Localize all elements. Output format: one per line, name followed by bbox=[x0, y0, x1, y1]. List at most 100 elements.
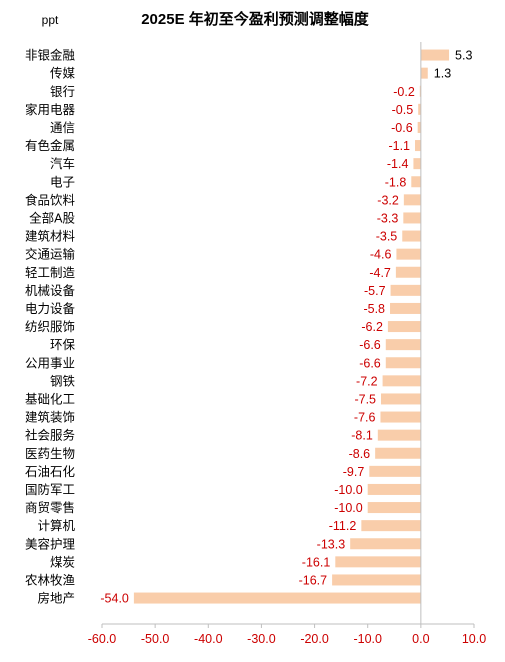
value-label: -6.2 bbox=[361, 320, 383, 334]
value-label: -1.1 bbox=[388, 139, 410, 153]
x-axis: -60.0 -50.0 -40.0 -30.0 -20.0 -10.0 0.0 10.0 bbox=[88, 42, 486, 646]
bar-row: 建筑材料 -3.5 bbox=[25, 229, 421, 244]
category-label: 家用电器 bbox=[25, 102, 76, 117]
category-label: 基础化工 bbox=[25, 392, 75, 406]
value-label: -7.6 bbox=[354, 411, 376, 425]
category-label: 建筑装饰 bbox=[25, 410, 75, 425]
value-label: -7.5 bbox=[354, 392, 376, 406]
category-label: 机械设备 bbox=[25, 283, 76, 298]
category-label: 传媒 bbox=[50, 66, 76, 81]
bar bbox=[369, 465, 421, 477]
category-label: 银行 bbox=[50, 85, 75, 99]
category-label: 交通运输 bbox=[25, 247, 76, 262]
chart-title: 2025E 年初至今盈利预测调整幅度 bbox=[141, 10, 370, 28]
bar bbox=[367, 502, 421, 514]
category-label: 有色金属 bbox=[25, 138, 75, 153]
bar bbox=[396, 248, 421, 260]
value-label: -13.3 bbox=[317, 537, 346, 551]
bar bbox=[350, 538, 421, 550]
bar-row: 银行 -0.2 bbox=[50, 85, 421, 99]
value-label: -4.6 bbox=[370, 248, 392, 262]
bar-row: 家用电器 -0.5 bbox=[25, 102, 421, 117]
bar-row: 机械设备 -5.7 bbox=[25, 283, 421, 298]
value-label: -0.5 bbox=[392, 103, 414, 117]
value-label: 1.3 bbox=[434, 67, 451, 81]
bar bbox=[420, 67, 428, 79]
bar-row: 美容护理 -13.3 bbox=[25, 536, 421, 551]
bar-row: 房地产 -54.0 bbox=[37, 591, 421, 606]
bar bbox=[332, 574, 421, 586]
x-tick-label: 10.0 bbox=[462, 632, 486, 646]
bar bbox=[395, 266, 421, 278]
category-label: 商贸零售 bbox=[25, 500, 75, 515]
bar-row: 公用事业 -6.6 bbox=[25, 356, 421, 370]
x-tick-label: -60.0 bbox=[88, 632, 117, 646]
value-label: -6.6 bbox=[359, 356, 381, 370]
category-label: 煤炭 bbox=[50, 555, 75, 569]
bar-row: 计算机 -11.2 bbox=[37, 518, 421, 533]
category-label: 全部A股 bbox=[29, 210, 75, 225]
unit-label: ppt bbox=[42, 13, 59, 27]
bar-row: 食品饮料 -3.2 bbox=[25, 192, 421, 207]
bar bbox=[377, 429, 421, 441]
value-label: -9.7 bbox=[343, 465, 365, 479]
bar bbox=[403, 212, 421, 224]
bar-row: 有色金属 -1.1 bbox=[25, 138, 421, 153]
x-tick-label: -20.0 bbox=[300, 632, 329, 646]
value-label: -3.3 bbox=[377, 211, 399, 225]
value-label: -11.2 bbox=[329, 519, 357, 533]
bar bbox=[390, 302, 421, 314]
bar bbox=[381, 393, 421, 405]
bar-row: 建筑装饰 -7.6 bbox=[25, 410, 421, 425]
bar bbox=[415, 140, 421, 152]
bar-row: 交通运输 -4.6 bbox=[25, 247, 421, 262]
bar bbox=[375, 447, 421, 459]
bar bbox=[133, 592, 421, 604]
bars-group: 非银金融 5.3 传媒 1.3 银行 -0.2 家用电器 -0.5 通信 -0.6 有色金属 -1.1… bbox=[25, 48, 472, 606]
x-tick-label: 0.0 bbox=[412, 632, 429, 646]
bar-row: 电子 -1.8 bbox=[50, 175, 421, 189]
bar bbox=[367, 483, 421, 495]
category-label: 公用事业 bbox=[25, 356, 75, 370]
bar bbox=[413, 158, 421, 170]
value-label: -1.8 bbox=[385, 175, 407, 189]
bar-row: 汽车 -1.4 bbox=[50, 156, 421, 171]
x-tick-label: -30.0 bbox=[247, 632, 276, 646]
category-label: 纺织服饰 bbox=[25, 320, 75, 334]
bar-row: 轻工制造 -4.7 bbox=[25, 266, 421, 280]
bar bbox=[402, 230, 421, 242]
bar bbox=[418, 103, 421, 115]
value-label: -7.2 bbox=[356, 374, 378, 388]
category-label: 环保 bbox=[50, 338, 76, 352]
value-label: -4.7 bbox=[369, 266, 391, 280]
bar-row: 非银金融 5.3 bbox=[25, 48, 472, 63]
bar-row: 电力设备 -5.8 bbox=[25, 301, 421, 316]
bar-row: 全部A股 -3.3 bbox=[29, 210, 421, 225]
value-label: -5.8 bbox=[363, 302, 385, 316]
value-label: -5.7 bbox=[364, 284, 386, 298]
x-tick-label: -40.0 bbox=[194, 632, 223, 646]
category-label: 食品饮料 bbox=[25, 192, 76, 207]
bar-row: 社会服务 -8.1 bbox=[25, 428, 421, 443]
value-label: -3.2 bbox=[377, 193, 399, 207]
bar-row: 通信 -0.6 bbox=[50, 121, 421, 135]
x-tick-label: -50.0 bbox=[141, 632, 170, 646]
category-label: 建筑材料 bbox=[25, 229, 76, 244]
value-label: -16.7 bbox=[299, 573, 328, 587]
bar bbox=[419, 85, 421, 97]
bar-row: 国防军工 -10.0 bbox=[25, 482, 421, 497]
category-label: 国防军工 bbox=[25, 482, 75, 497]
bar bbox=[417, 121, 421, 133]
category-label: 石油石化 bbox=[25, 465, 76, 479]
value-label: -3.5 bbox=[376, 230, 398, 244]
category-label: 汽车 bbox=[50, 156, 75, 171]
value-label: -8.1 bbox=[351, 429, 373, 443]
bar bbox=[390, 284, 421, 296]
bar bbox=[420, 49, 450, 61]
value-label: -6.6 bbox=[359, 338, 381, 352]
bar bbox=[411, 176, 421, 188]
bar-row: 石油石化 -9.7 bbox=[25, 465, 421, 479]
value-label: -8.6 bbox=[349, 447, 371, 461]
bar-row: 农林牧渔 -16.7 bbox=[25, 573, 421, 587]
